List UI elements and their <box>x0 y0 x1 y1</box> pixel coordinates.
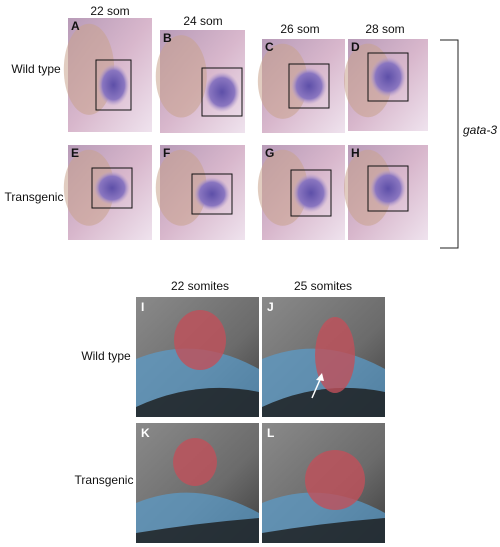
yolk <box>257 43 308 119</box>
roi-box <box>367 165 409 212</box>
stain <box>293 173 329 213</box>
column-label: 26 som <box>280 22 319 36</box>
arrow-head <box>316 373 324 381</box>
stain <box>370 169 406 208</box>
red-region <box>174 310 226 370</box>
bracket <box>440 39 459 249</box>
column-label: 22 som <box>90 4 129 18</box>
panel-letter: H <box>351 146 360 160</box>
dark-region <box>136 387 259 417</box>
panel-letter: E <box>71 146 79 160</box>
row-label: Wild type <box>11 62 61 76</box>
dark-region <box>262 387 385 417</box>
roi-box <box>95 59 132 111</box>
yolk <box>257 149 308 226</box>
red-region <box>305 450 365 510</box>
gene-label: gata-3 <box>463 123 497 137</box>
yolk <box>63 149 115 226</box>
panel-letter: C <box>265 40 274 54</box>
roi-box <box>191 173 233 215</box>
column-label: 24 som <box>183 14 222 28</box>
stain <box>97 64 130 106</box>
dark-region <box>136 518 259 543</box>
panel-letter: B <box>163 31 172 45</box>
panel-letter: D <box>351 40 360 54</box>
panel-letter: K <box>141 426 150 440</box>
roi-box <box>288 63 330 109</box>
row-label: Wild type <box>81 349 131 363</box>
panel-letter: J <box>267 300 274 314</box>
roi-box <box>201 67 243 117</box>
panel-letter: A <box>71 19 80 33</box>
stain <box>370 56 406 98</box>
red-region <box>315 317 355 393</box>
roi-box <box>91 167 133 209</box>
column-label: 25 somites <box>294 279 352 293</box>
row-label: Transgenic <box>5 190 64 204</box>
panel-letter: I <box>141 300 144 314</box>
stain <box>94 171 130 205</box>
roi-box <box>367 52 409 102</box>
roi-box <box>290 169 332 217</box>
yolk <box>155 35 207 118</box>
dark-region <box>262 518 385 543</box>
stain <box>204 71 240 113</box>
red-region <box>173 438 217 486</box>
row-label: Transgenic <box>75 473 134 487</box>
stain <box>194 177 230 211</box>
panel-letter: L <box>267 426 274 440</box>
column-label: 28 som <box>365 22 404 36</box>
panel-letter: G <box>265 146 274 160</box>
panel-letter: F <box>163 146 170 160</box>
yolk <box>155 149 207 226</box>
stain <box>291 67 327 105</box>
column-label: 22 somites <box>171 279 229 293</box>
